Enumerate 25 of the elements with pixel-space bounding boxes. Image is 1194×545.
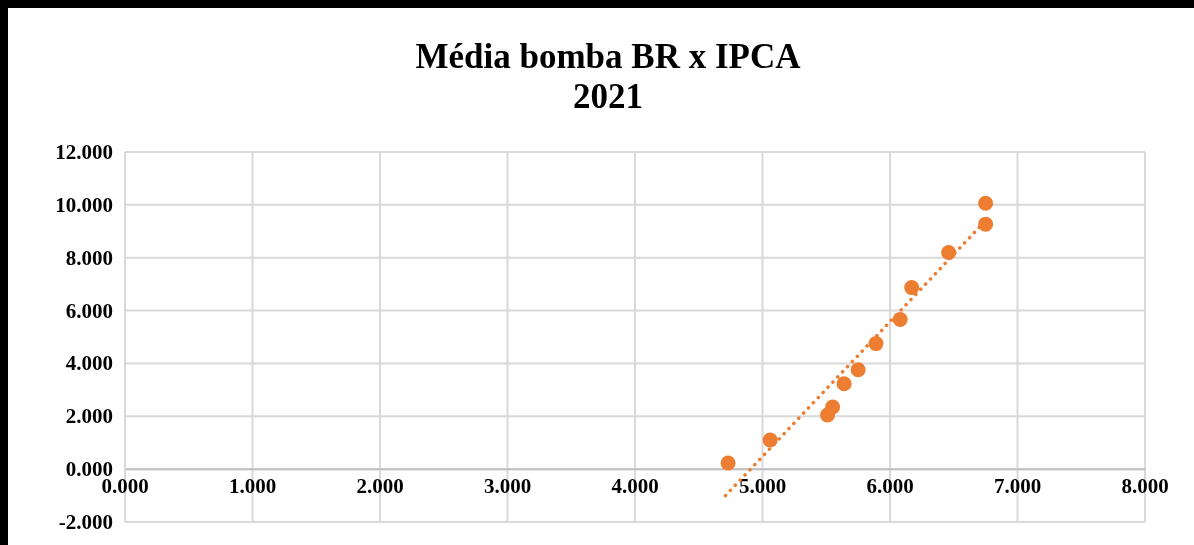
y-tick-label: 12.000 xyxy=(55,140,113,164)
x-tick-label: 5.000 xyxy=(738,474,787,499)
point xyxy=(720,455,736,471)
x-tick-label: 3.000 xyxy=(483,474,532,499)
point xyxy=(978,216,994,232)
point xyxy=(762,432,778,448)
y-tick-label: 6.000 xyxy=(65,298,113,323)
x-tick-label: 8.000 xyxy=(1121,474,1169,499)
y-tick-label: 2.000 xyxy=(65,404,113,429)
x-tick-label: 7.000 xyxy=(993,474,1042,499)
x-tick-label: 4.000 xyxy=(611,474,659,499)
point xyxy=(825,399,841,415)
y-tick-label: 10.000 xyxy=(55,192,113,217)
y-tick-label: -2.000 xyxy=(58,510,113,534)
point xyxy=(904,280,920,296)
x-tick-label: 6.000 xyxy=(866,474,914,499)
point xyxy=(978,195,994,211)
chart-title: Média bomba BR x IPCA 2021 xyxy=(415,37,802,116)
point xyxy=(836,376,852,392)
y-tick-label: 4.000 xyxy=(65,351,113,376)
y-tick-label: 8.000 xyxy=(65,245,113,270)
x-tick-label: 1.000 xyxy=(228,474,277,499)
point xyxy=(892,312,908,328)
x-tick-label: 2.000 xyxy=(356,474,404,499)
point xyxy=(850,362,866,378)
